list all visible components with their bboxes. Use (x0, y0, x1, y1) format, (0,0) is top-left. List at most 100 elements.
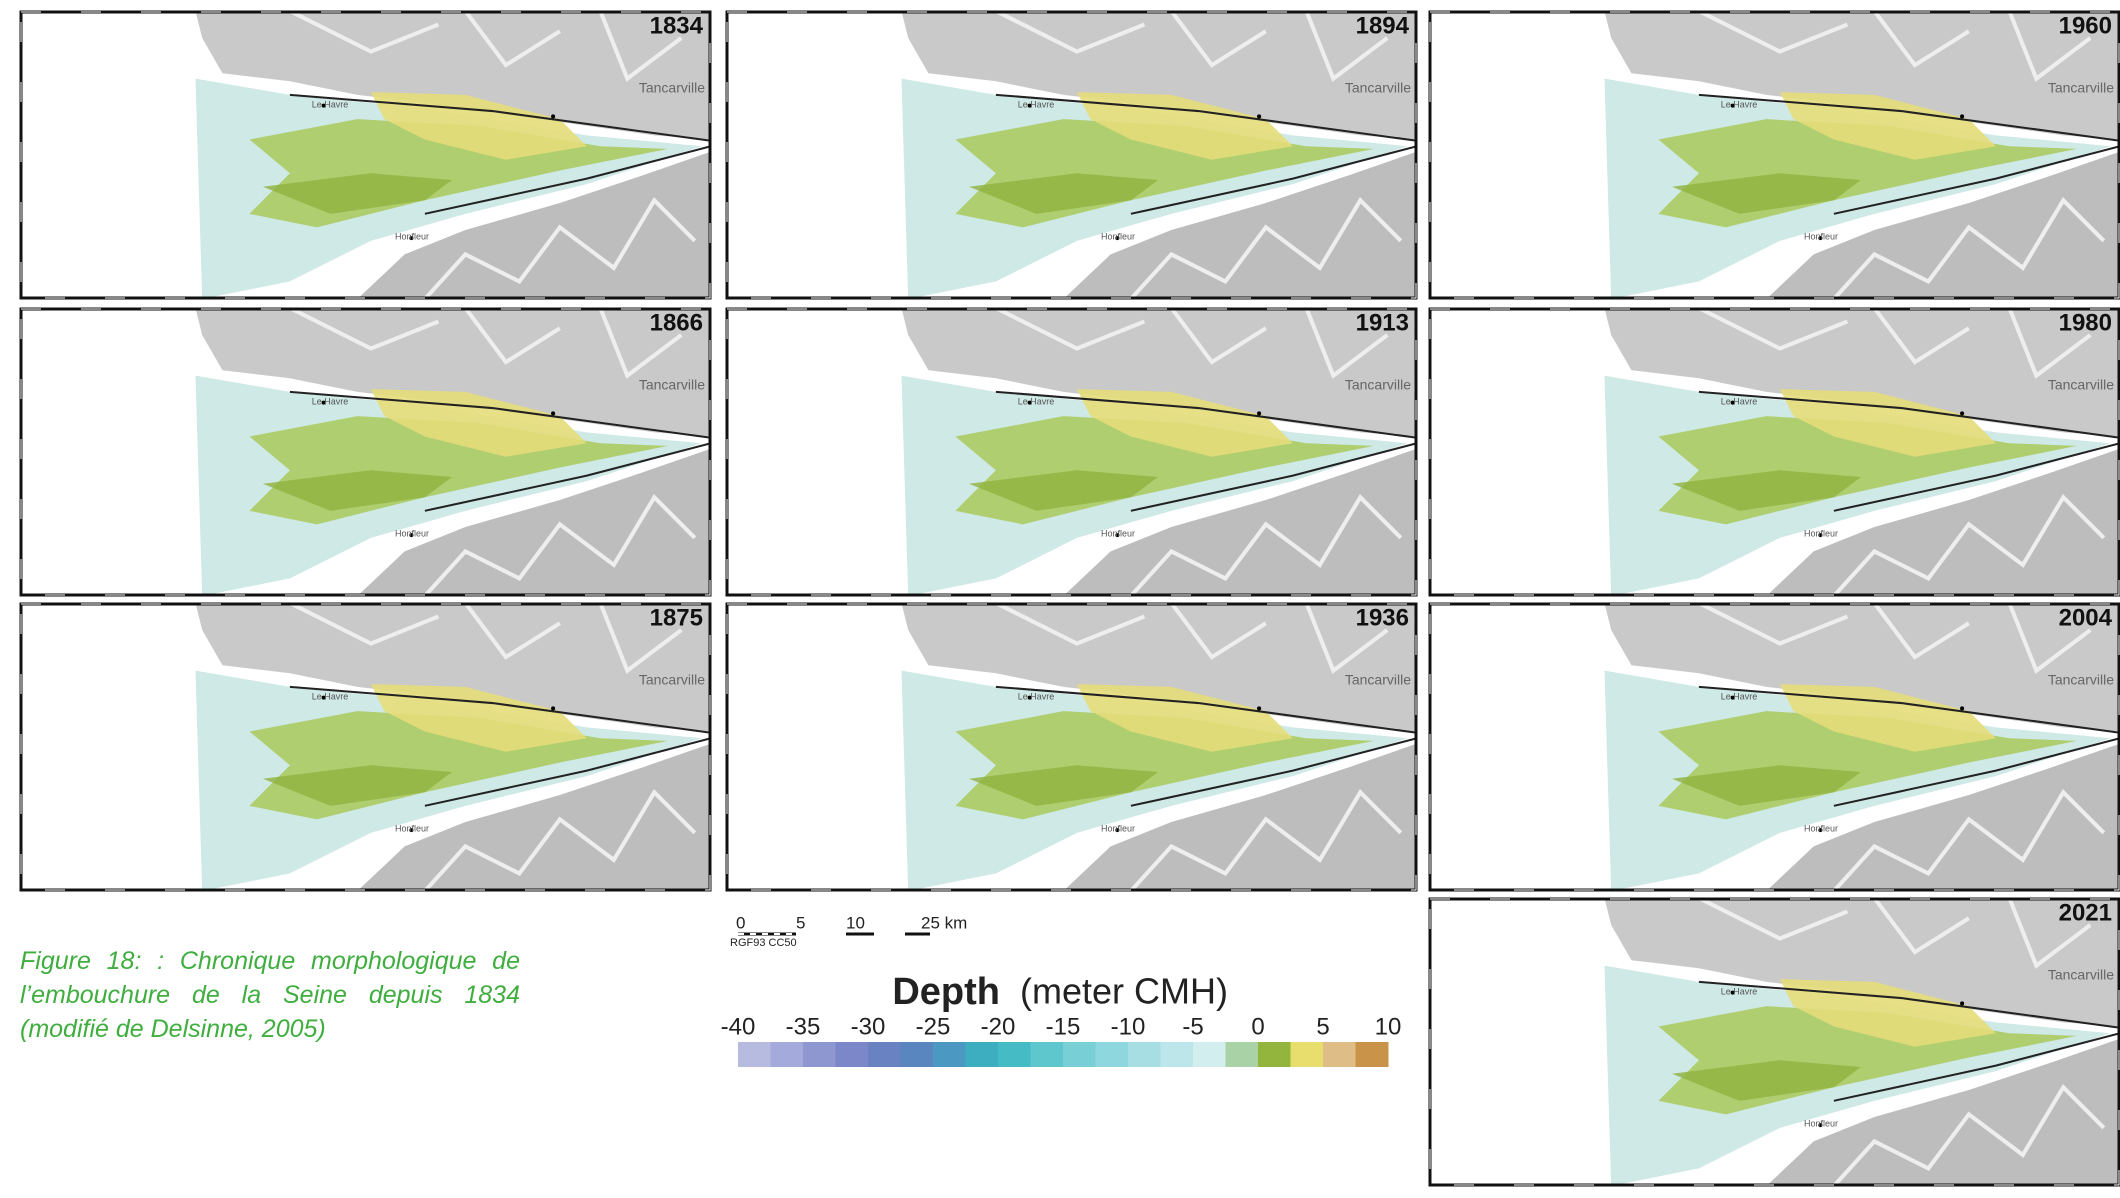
place-label: Le Havre (312, 396, 349, 406)
place-label: Tancarville (639, 377, 705, 393)
place-label: Honfleur (1101, 231, 1135, 241)
place-label: Honfleur (395, 231, 429, 241)
legend-swatch (1258, 1042, 1291, 1067)
place-label: Tancarville (2048, 80, 2114, 96)
scale-bar: 0 5 10 25 km RGF93 CC50 (730, 913, 967, 948)
place-label: Le Havre (312, 99, 349, 109)
legend-swatch (1031, 1042, 1064, 1067)
map-image (1429, 898, 2120, 1186)
place-label: Le Havre (1721, 396, 1758, 406)
legend-tick-label: -10 (1111, 1013, 1146, 1040)
place-label: Tancarville (639, 672, 705, 688)
map-panel: Le Havre Tancarville Honfleur 2004 (1429, 603, 2120, 891)
legend-tick-label: 0 (1251, 1013, 1264, 1040)
legend-title: Depth (892, 971, 1000, 1013)
year-label: 2021 (2059, 899, 2112, 926)
legend-tick-label: -40 (721, 1013, 756, 1040)
legend-tick-label: -5 (1182, 1013, 1203, 1040)
scale-tick-label: 10 (846, 913, 865, 932)
map-panel: Le Havre Tancarville Honfleur 1980 (1429, 308, 2120, 596)
year-label: 1936 (1356, 604, 1409, 631)
map-image (20, 11, 711, 299)
legend-swatch (1096, 1042, 1129, 1067)
legend-tick-label: 5 (1316, 1013, 1329, 1040)
place-label: Le Havre (312, 691, 349, 701)
map-panel: Le Havre Tancarville Honfleur 1960 (1429, 11, 2120, 299)
page: Le Havre Tancarville Honfleur 1834 Le Havre T… (0, 0, 2120, 1198)
place-label: Tancarville (2048, 672, 2114, 688)
scale-tick-label: 0 (736, 913, 745, 932)
legend-swatch (1226, 1042, 1259, 1067)
legend-swatch (803, 1042, 836, 1067)
year-label: 2004 (2059, 604, 2113, 631)
scale-crs: RGF93 CC50 (730, 937, 797, 949)
map-panel: Le Havre Tancarville Honfleur 2021 (1429, 898, 2120, 1186)
year-label: 1913 (1356, 309, 1409, 336)
map-image (1429, 603, 2120, 891)
legend-tick-label: -25 (916, 1013, 951, 1040)
map-image (1429, 11, 2120, 299)
scale-tick-label: 5 (796, 913, 805, 932)
legend-swatch (836, 1042, 869, 1067)
place-label: Honfleur (1804, 528, 1838, 538)
legend-tick-label: -35 (786, 1013, 821, 1040)
map-panel: Le Havre Tancarville Honfleur 1875 (20, 603, 711, 891)
map-panel: Le Havre Tancarville Honfleur 1834 (20, 11, 711, 299)
place-label: Honfleur (1804, 1118, 1838, 1128)
place-label: Le Havre (1018, 396, 1055, 406)
map-image (20, 308, 711, 596)
year-label: 1980 (2059, 309, 2112, 336)
legend-swatch (1128, 1042, 1161, 1067)
legend-swatch (738, 1042, 771, 1067)
year-label: 1834 (650, 12, 704, 39)
legend-swatch (771, 1042, 804, 1067)
map-panel: Le Havre Tancarville Honfleur 1866 (20, 308, 711, 596)
map-panel: Le Havre Tancarville Honfleur 1913 (726, 308, 1417, 596)
place-label: Le Havre (1018, 691, 1055, 701)
place-label: Le Havre (1721, 691, 1758, 701)
map-image (726, 603, 1417, 891)
legend-swatch (998, 1042, 1031, 1067)
place-label: Le Havre (1018, 99, 1055, 109)
legend-swatch (1323, 1042, 1356, 1067)
map-image (20, 603, 711, 891)
legend-swatch (1161, 1042, 1194, 1067)
legend-tick-label: -15 (1046, 1013, 1081, 1040)
scale-tick-label: 25 km (921, 913, 967, 932)
place-label: Honfleur (1101, 528, 1135, 538)
place-label: Tancarville (1345, 672, 1411, 688)
place-label: Honfleur (395, 528, 429, 538)
legend-swatch (933, 1042, 966, 1067)
place-label: Honfleur (395, 823, 429, 833)
map-image (1429, 308, 2120, 596)
year-label: 1960 (2059, 12, 2112, 39)
legend-swatch (1193, 1042, 1226, 1067)
legend-unit: (meter CMH) (1020, 971, 1228, 1012)
legend-swatch (901, 1042, 934, 1067)
year-label: 1894 (1356, 12, 1410, 39)
legend-swatch (966, 1042, 999, 1067)
map-image (726, 308, 1417, 596)
legend-tick-label: -30 (851, 1013, 886, 1040)
legend-swatch (1356, 1042, 1389, 1067)
legend-tick-label: 10 (1375, 1013, 1402, 1040)
legend-swatch (1063, 1042, 1096, 1067)
place-label: Tancarville (1345, 80, 1411, 96)
place-label: Tancarville (1345, 377, 1411, 393)
place-label: Honfleur (1804, 823, 1838, 833)
place-label: Tancarville (2048, 377, 2114, 393)
place-label: Le Havre (1721, 99, 1758, 109)
place-label: Tancarville (639, 80, 705, 96)
year-label: 1866 (650, 309, 703, 336)
legend-swatch (1291, 1042, 1324, 1067)
legend-swatch (868, 1042, 901, 1067)
place-label: Tancarville (2048, 967, 2114, 983)
map-panel: Le Havre Tancarville Honfleur 1894 (726, 11, 1417, 299)
caption: Figure 18: : Chronique morphologique de … (20, 944, 520, 1046)
place-label: Le Havre (1721, 986, 1758, 996)
place-label: Honfleur (1804, 231, 1838, 241)
map-image (726, 11, 1417, 299)
year-label: 1875 (650, 604, 703, 631)
